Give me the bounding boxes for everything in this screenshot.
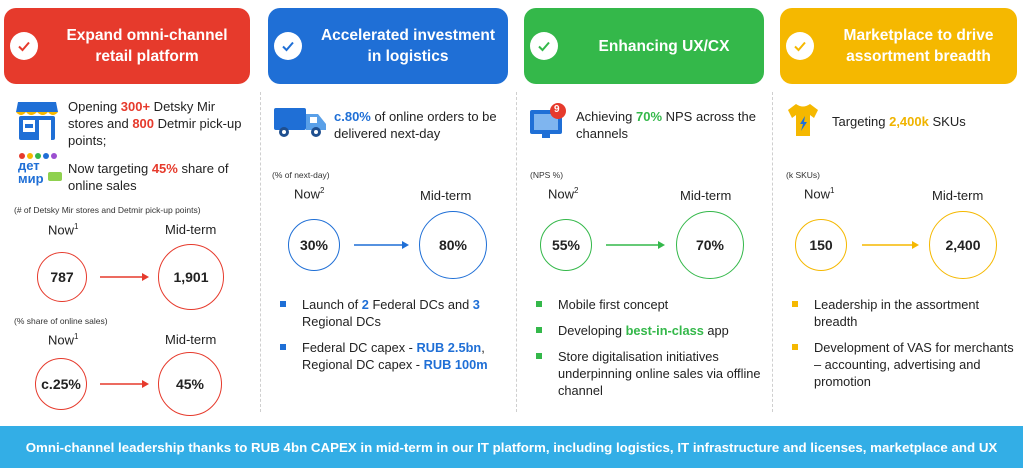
intro-stores: Opening 300+ Detsky Mir stores and 800 D…	[68, 99, 242, 148]
header-title: Expand omni-channel retail platform	[66, 27, 228, 65]
check-icon	[10, 32, 38, 60]
header-ux-cx: Enhancing UX/CX	[524, 8, 764, 84]
now-value-circle: 30%	[288, 219, 340, 271]
column-ux-cx: Enhancing UX/CX 9 Achieving 70% NPS acro…	[520, 0, 770, 420]
now-label: Now1	[48, 332, 79, 348]
header-title: Marketplace to drive assortment breadth	[843, 27, 994, 65]
bullet-list: Launch of 2 Federal DCs and 3 Regional D…	[278, 296, 512, 382]
now-label: Now1	[804, 186, 835, 202]
mid-value-circle: 2,400	[929, 211, 997, 279]
truck-icon	[272, 104, 328, 140]
check-icon	[274, 32, 302, 60]
arrow-icon	[862, 241, 919, 249]
arrow-icon	[606, 241, 665, 249]
divider	[772, 92, 773, 412]
metric-label-online-share: (% share of online sales)	[14, 316, 108, 326]
mid-value-circle: 80%	[419, 211, 487, 279]
list-item: Federal DC capex - RUB 2.5bn, Regional D…	[278, 339, 512, 373]
now-value-circle: c.25%	[35, 358, 87, 410]
list-item: Leadership in the assortment breadth	[790, 296, 1016, 330]
bullet-list: Mobile first concept Developing best-in-…	[534, 296, 768, 408]
intro-skus: Targeting 2,400k SKUs	[832, 114, 966, 129]
intro-next-day: c.80% of online orders to be delivered n…	[334, 109, 497, 141]
header-omni-channel: Expand omni-channel retail platform	[4, 8, 250, 84]
arrow-icon	[100, 380, 149, 388]
mid-value-circle: 1,901	[158, 244, 224, 310]
check-icon	[530, 32, 558, 60]
metric-label: (k SKUs)	[786, 170, 820, 180]
divider	[516, 92, 517, 412]
header-logistics: Accelerated investment in logistics	[268, 8, 508, 84]
header-title: Accelerated investment in logistics	[320, 27, 496, 65]
tshirt-icon	[786, 102, 820, 138]
metric-label: (% of next-day)	[272, 170, 330, 180]
mid-value-circle: 45%	[158, 352, 222, 416]
list-item: Store digitalisation initiatives underpi…	[534, 348, 768, 399]
mid-term-label: Mid-term	[932, 188, 984, 203]
now-label: Now2	[294, 186, 325, 202]
header-marketplace: Marketplace to drive assortment breadth	[780, 8, 1017, 84]
now-value-circle: 787	[37, 252, 87, 302]
list-item: Development of VAS for merchants – accou…	[790, 339, 1016, 390]
now-value-circle: 55%	[540, 219, 592, 271]
check-icon	[786, 32, 814, 60]
list-item: Developing best-in-class app	[534, 322, 768, 339]
intro-online-share: Now targeting 45% share of online sales	[68, 161, 229, 193]
metric-label-stores: (# of Detsky Mir stores and Detmir pick-…	[14, 205, 201, 215]
arrow-icon	[100, 273, 149, 281]
footer-banner: Omni-channel leadership thanks to RUB 4b…	[0, 426, 1023, 468]
column-omni-channel: Expand omni-channel retail platform Open…	[0, 0, 256, 420]
header-title: Enhancing UX/CX	[598, 37, 730, 55]
divider	[260, 92, 261, 412]
mid-term-label: Mid-term	[165, 332, 217, 347]
column-marketplace: Marketplace to drive assortment breadth …	[776, 0, 1023, 420]
store-icon	[14, 98, 60, 142]
mid-term-label: Mid-term	[680, 188, 732, 203]
list-item: Launch of 2 Federal DCs and 3 Regional D…	[278, 296, 512, 330]
mid-term-label: Mid-term	[165, 222, 217, 237]
now-label: Now2	[548, 186, 579, 202]
now-label: Now1	[48, 222, 79, 238]
metric-label: (NPS %)	[530, 170, 564, 180]
arrow-icon	[354, 241, 409, 249]
intro-nps: Achieving 70% NPS across the channels	[576, 109, 756, 141]
now-value-circle: 150	[795, 219, 847, 271]
mid-term-label: Mid-term	[420, 188, 472, 203]
column-logistics: Accelerated investment in logistics c.80…	[264, 0, 514, 420]
nps-screen-icon: 9	[528, 102, 568, 142]
detmir-logo: дет мир	[18, 152, 62, 188]
bullet-list: Leadership in the assortment breadth Dev…	[790, 296, 1016, 399]
mid-value-circle: 70%	[676, 211, 744, 279]
list-item: Mobile first concept	[534, 296, 768, 313]
